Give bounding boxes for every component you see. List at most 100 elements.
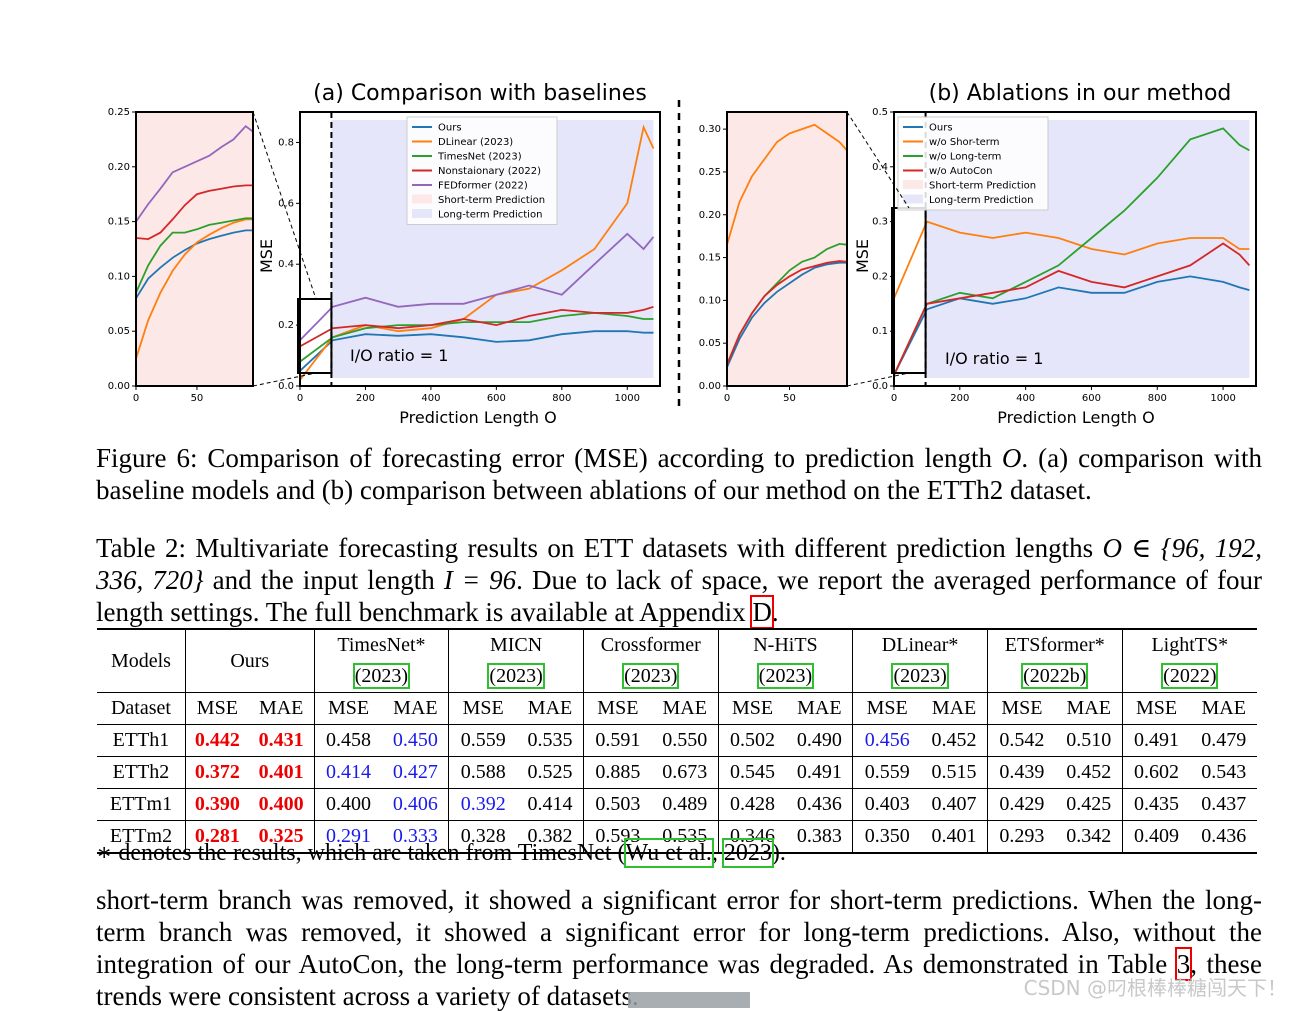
model-year[interactable]: (2023): [583, 661, 719, 693]
x-tick-label: 0: [891, 393, 897, 404]
xlabel-a: Prediction Length O: [399, 408, 556, 427]
value-cell: 0.490: [786, 724, 854, 757]
x-tick-label: 800: [1148, 393, 1167, 404]
ylabel-b: MSE: [853, 239, 872, 273]
value-cell: 0.342: [1055, 820, 1123, 853]
value-cell: 0.502: [718, 724, 787, 757]
model-year[interactable]: (2023): [718, 661, 854, 693]
value-cell: 0.428: [718, 788, 787, 821]
y-tick-label: 0.5: [872, 107, 888, 118]
plot-frame: [299, 111, 661, 387]
series-line: [135, 184, 253, 241]
dataset-cell: ETTm1: [97, 788, 186, 821]
plot-frame: [893, 111, 1257, 387]
table-caption-end: .: [771, 597, 779, 627]
x-tick-label: 200: [950, 393, 969, 404]
model-year[interactable]: (2022): [1161, 663, 1219, 689]
series-line: [135, 124, 254, 223]
appendix-link[interactable]: D: [750, 595, 774, 629]
legend-label: w/o AutoCon: [929, 166, 993, 177]
value-cell: 0.491: [786, 756, 854, 789]
citation-link[interactable]: Wu et al.: [623, 838, 714, 868]
y-tick-label: 0.25: [108, 107, 130, 118]
value-cell: 0.673: [651, 756, 719, 789]
short-term-region: [300, 120, 332, 378]
series-line: [299, 232, 655, 341]
y-tick-label: 0.05: [108, 326, 130, 337]
figure-caption-var: O: [1001, 443, 1022, 473]
legend-label: w/o Shor-term: [929, 137, 999, 148]
dataset-cell: ETTh2: [97, 756, 186, 789]
xlabel-b: Prediction Length O: [997, 408, 1154, 427]
model-year[interactable]: (2023): [314, 661, 450, 693]
value-cell: 0.414: [314, 756, 383, 789]
series-line: [893, 242, 1251, 376]
series-line: [726, 261, 847, 368]
redaction-bar: [628, 992, 750, 1008]
y-tick-label: 0.15: [108, 217, 130, 228]
value-cell: 0.437: [1190, 788, 1257, 821]
metric-header: MSE: [852, 692, 922, 725]
series-line: [893, 127, 1250, 376]
paragraph-text: short-term branch was removed, it showed…: [96, 885, 1262, 979]
y-tick-label: 0.0: [872, 381, 888, 392]
value-cell: 0.591: [583, 724, 652, 757]
model-year[interactable]: (2023): [852, 661, 988, 693]
x-tick-label: 600: [1082, 393, 1101, 404]
x-tick-label: 600: [487, 393, 506, 404]
figure-caption-text-2: . (a) comparison with baseline models an…: [96, 443, 1263, 505]
value-cell: 0.346: [718, 820, 787, 853]
zoom-connector: [846, 372, 910, 387]
value-cell: 0.427: [382, 756, 450, 789]
zoom-connector: [846, 111, 910, 209]
value-cell: 0.333: [382, 820, 450, 853]
metric-header: MSE: [987, 692, 1056, 725]
metric-header: MAE: [1055, 692, 1123, 725]
footnote-end: ).: [771, 840, 786, 866]
x-tick-label: 800: [552, 393, 571, 404]
body-paragraph: short-term branch was removed, it showed…: [96, 884, 1262, 1012]
table-caption-math-2: I = 96: [443, 565, 517, 595]
y-tick-label: 0.25: [699, 167, 721, 178]
table-caption-text: Table 2: Multivariate forecasting result…: [96, 533, 1103, 563]
metric-header: MSE: [718, 692, 787, 725]
zoom-connector: [252, 111, 317, 300]
value-cell: 0.406: [382, 788, 450, 821]
value-cell: 0.602: [1122, 756, 1191, 789]
y-tick-label: 0.30: [699, 124, 721, 135]
legend-b: Ours w/o Shor-term w/o Long-term w/o AutoCo…: [897, 116, 1049, 211]
metric-header: MSE: [185, 692, 249, 725]
legend-swatch: [412, 209, 432, 218]
table-ref-link[interactable]: 3: [1174, 947, 1193, 981]
value-cell: 0.452: [921, 724, 988, 757]
table-caption-text-3: . Due to lack of space, we report the av…: [96, 565, 1262, 627]
legend-label: Long-term Prediction: [929, 195, 1033, 206]
model-header: DLinear*: [852, 629, 988, 661]
table-footnote: ∗ denotes the results, which are taken f…: [96, 838, 786, 868]
value-cell: 0.350: [852, 820, 922, 853]
series-line: [135, 217, 253, 294]
y-tick-label: 0.2: [872, 271, 888, 282]
zoom-plot-a: 0 50 0.00 0.05 0.10 0.15 0.20 0.25: [108, 107, 254, 404]
value-cell: 0.436: [1190, 820, 1257, 853]
model-year[interactable]: (2023): [448, 661, 584, 693]
legend-swatch: [903, 180, 923, 189]
subplot-b-title: (b) Ablations in our method: [929, 81, 1232, 106]
citation-year-link[interactable]: 2023: [721, 838, 774, 868]
metric-header: MSE: [1122, 692, 1191, 725]
legend-a: Ours DLinear (2023) TimesNet (2023) Nonstai…: [406, 116, 558, 225]
table-caption-math: O ∈ {96, 192, 336, 720}: [96, 533, 1262, 595]
value-cell: 0.559: [852, 756, 922, 789]
table-header-years: (2023) (2023) (2023) (2023) (2023) (2022…: [97, 661, 1257, 693]
x-tick-label: 0: [297, 393, 303, 404]
value-cell: 0.429: [987, 788, 1056, 821]
model-year[interactable]: (2022b): [987, 661, 1123, 693]
x-tick-label: 1000: [615, 393, 640, 404]
footnote-comma: ,: [711, 840, 724, 866]
value-cell: 0.491: [1122, 724, 1191, 757]
x-tick-label: 400: [1016, 393, 1035, 404]
value-cell: 0.515: [921, 756, 988, 789]
value-cell: 0.401: [921, 820, 988, 853]
dataset-cell: ETTh1: [97, 724, 186, 757]
legend-swatch: [903, 194, 923, 204]
